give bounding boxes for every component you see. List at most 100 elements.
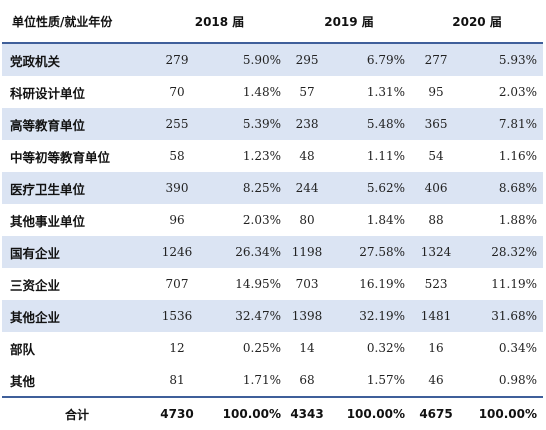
- row-label: 其他事业单位: [10, 213, 86, 229]
- percent-2018-cell: 0.25%: [242, 341, 282, 355]
- percent-2020-cell: 1.16%: [498, 149, 538, 163]
- row-label: 其他企业: [2, 300, 152, 332]
- count-2018-cell: 1246: [152, 236, 202, 268]
- percent-2020-cell: 0.34%: [498, 341, 538, 355]
- table-row: 其他事业单位 96 2.03% 80 1.84% 88 1.88%: [2, 204, 543, 236]
- header-year-2020: 2020 届: [411, 0, 544, 44]
- count-2020-cell: 54: [428, 149, 444, 163]
- row-label: 国有企业: [2, 236, 152, 268]
- count-2019-cell: 68: [299, 373, 315, 387]
- header-year-2018: 2018 届: [152, 0, 288, 44]
- table-row: 部队 12 0.25% 14 0.32% 16 0.34%: [2, 332, 543, 364]
- percent-2020-cell: 28.32%: [461, 236, 544, 268]
- total-count-2020-cell: 4675: [411, 396, 462, 430]
- percent-2019-cell: 16.19%: [359, 277, 406, 291]
- percent-2019-cell: 32.19%: [327, 300, 412, 332]
- total-count-2018-cell: 4730: [152, 396, 202, 430]
- count-2020-cell: 16: [428, 341, 444, 355]
- percent-2018-cell: 2.03%: [242, 213, 282, 227]
- row-label: 部队: [10, 341, 36, 357]
- total-count-2019-cell: 4343: [287, 396, 328, 430]
- count-2020-cell: 406: [411, 172, 462, 204]
- percent-2020-cell: 11.19%: [491, 277, 538, 291]
- count-2020-cell: 88: [428, 213, 444, 227]
- table-row: 其他企业 1536 32.47% 1398 32.19% 1481 31.68%: [2, 300, 544, 332]
- row-label: 党政机关: [2, 43, 152, 76]
- count-2018-cell: 279: [152, 43, 202, 76]
- header-year-2019: 2019 届: [287, 0, 412, 44]
- percent-2019-cell: 27.58%: [327, 236, 412, 268]
- total-percent-2018-cell: 100.00%: [202, 396, 288, 430]
- table-row: 科研设计单位 70 1.48% 57 1.31% 95 2.03%: [2, 76, 543, 108]
- count-2018-cell: 12: [169, 341, 185, 355]
- row-label: 其他: [10, 373, 36, 389]
- total-percent-2020-cell: 100.00%: [461, 396, 544, 430]
- percent-2018-cell: 1.23%: [242, 149, 282, 163]
- count-2020-cell: 1481: [411, 300, 462, 332]
- count-2018-cell: 70: [169, 85, 185, 99]
- total-label: 合计: [2, 396, 152, 430]
- count-2019-cell: 1198: [287, 236, 328, 268]
- count-2018-cell: 707: [165, 277, 189, 291]
- total-row: 合计 4730 100.00% 4343 100.00% 4675 100.00%: [2, 396, 544, 430]
- count-2020-cell: 46: [428, 373, 444, 387]
- percent-2019-cell: 1.31%: [366, 85, 406, 99]
- count-2020-cell: 365: [411, 108, 462, 140]
- table-row: 医疗卫生单位 390 8.25% 244 5.62% 406 8.68%: [2, 172, 544, 204]
- percent-2018-cell: 26.34%: [202, 236, 288, 268]
- percent-2020-cell: 31.68%: [461, 300, 544, 332]
- percent-2020-cell: 0.98%: [498, 373, 538, 387]
- percent-2020-cell: 8.68%: [461, 172, 544, 204]
- percent-2018-cell: 1.48%: [242, 85, 282, 99]
- percent-2018-cell: 14.95%: [235, 277, 282, 291]
- percent-2019-cell: 5.62%: [327, 172, 412, 204]
- total-percent-2019-cell: 100.00%: [327, 396, 412, 430]
- percent-2019-cell: 0.32%: [366, 341, 406, 355]
- count-2018-cell: 81: [169, 373, 185, 387]
- count-2018-cell: 58: [169, 149, 185, 163]
- table-row: 中等初等教育单位 58 1.23% 48 1.11% 54 1.16%: [2, 140, 543, 172]
- percent-2019-cell: 1.57%: [366, 373, 406, 387]
- table-row: 国有企业 1246 26.34% 1198 27.58% 1324 28.32%: [2, 236, 544, 268]
- percent-2019-cell: 1.84%: [366, 213, 406, 227]
- count-2020-cell: 95: [428, 85, 444, 99]
- count-2018-cell: 96: [169, 213, 185, 227]
- percent-2018-cell: 5.39%: [202, 108, 288, 140]
- count-2019-cell: 14: [299, 341, 315, 355]
- percent-2018-cell: 8.25%: [202, 172, 288, 204]
- count-2019-cell: 244: [287, 172, 328, 204]
- count-2019-cell: 1398: [287, 300, 328, 332]
- count-2020-cell: 277: [411, 43, 462, 76]
- percent-2020-cell: 2.03%: [498, 85, 538, 99]
- percent-2018-cell: 5.90%: [202, 43, 288, 76]
- count-2018-cell: 1536: [152, 300, 202, 332]
- count-2019-cell: 48: [299, 149, 315, 163]
- row-label: 三资企业: [10, 277, 61, 293]
- count-2020-cell: 523: [424, 277, 448, 291]
- percent-2020-cell: 1.88%: [498, 213, 538, 227]
- row-label: 中等初等教育单位: [10, 149, 111, 165]
- header-row-label: 单位性质/就业年份: [2, 0, 152, 44]
- percent-2019-cell: 1.11%: [366, 149, 406, 163]
- percent-2020-cell: 5.93%: [461, 43, 544, 76]
- table-row: 高等教育单位 255 5.39% 238 5.48% 365 7.81%: [2, 108, 544, 140]
- count-2019-cell: 295: [287, 43, 328, 76]
- count-2019-cell: 703: [295, 277, 319, 291]
- row-label: 医疗卫生单位: [2, 172, 152, 204]
- row-label: 科研设计单位: [10, 85, 86, 101]
- percent-2020-cell: 7.81%: [461, 108, 544, 140]
- count-2020-cell: 1324: [411, 236, 462, 268]
- count-2019-cell: 238: [287, 108, 328, 140]
- table-row: 三资企业 707 14.95% 703 16.19% 523 11.19%: [2, 268, 543, 300]
- percent-2019-cell: 6.79%: [327, 43, 412, 76]
- percent-2018-cell: 32.47%: [202, 300, 288, 332]
- table-row: 党政机关 279 5.90% 295 6.79% 277 5.93%: [2, 43, 544, 76]
- count-2018-cell: 390: [152, 172, 202, 204]
- count-2019-cell: 57: [299, 85, 315, 99]
- count-2018-cell: 255: [152, 108, 202, 140]
- percent-2019-cell: 5.48%: [327, 108, 412, 140]
- table-header-row: 单位性质/就业年份 2018 届 2019 届 2020 届: [2, 0, 544, 44]
- table-row: 其他 81 1.71% 68 1.57% 46 0.98%: [2, 364, 543, 397]
